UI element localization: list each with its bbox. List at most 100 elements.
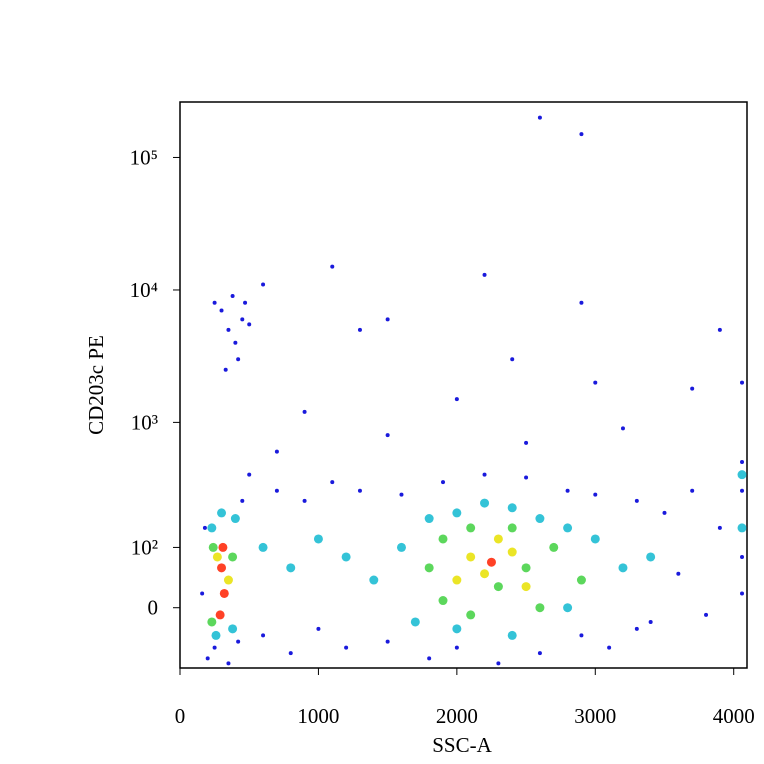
point	[302, 409, 307, 414]
point	[330, 264, 335, 269]
point	[466, 610, 476, 620]
point	[466, 552, 476, 562]
point	[212, 552, 222, 562]
point	[740, 554, 745, 559]
point	[230, 294, 235, 299]
point	[521, 563, 531, 573]
point	[452, 624, 462, 634]
point	[662, 510, 667, 515]
point	[208, 542, 218, 552]
point	[226, 661, 231, 666]
point	[648, 619, 653, 624]
point	[243, 300, 248, 305]
point	[205, 656, 210, 661]
point	[507, 630, 517, 640]
point	[480, 569, 490, 579]
y-tick-label: 10⁵	[130, 145, 158, 169]
point	[676, 571, 681, 576]
point	[521, 582, 531, 592]
point	[427, 656, 432, 661]
point	[228, 552, 238, 562]
point	[274, 449, 279, 454]
x-axis-label: SSC-A	[432, 733, 492, 757]
point	[740, 459, 745, 464]
point	[288, 651, 293, 656]
point	[330, 480, 335, 485]
point	[316, 626, 321, 631]
point	[524, 440, 529, 445]
point	[454, 397, 459, 402]
point	[424, 563, 434, 573]
point	[230, 514, 240, 524]
point	[690, 488, 695, 493]
point	[247, 322, 252, 327]
point	[740, 591, 745, 596]
point	[737, 523, 747, 533]
y-tick-label: 10²	[131, 535, 158, 559]
point	[607, 645, 612, 650]
point	[228, 624, 238, 634]
point	[466, 523, 476, 533]
point	[236, 357, 241, 362]
point	[452, 575, 462, 585]
point	[247, 472, 252, 477]
plot-frame	[179, 101, 748, 669]
point	[357, 327, 362, 332]
point	[704, 612, 709, 617]
point	[535, 514, 545, 524]
y-tick-label: 10³	[131, 410, 158, 434]
point	[438, 596, 448, 606]
point	[286, 563, 296, 573]
point	[496, 661, 501, 666]
point	[218, 542, 228, 552]
point	[258, 542, 268, 552]
point	[261, 282, 266, 287]
y-tick-label: 10⁴	[130, 278, 158, 302]
point	[620, 426, 625, 431]
x-tick-label: 0	[175, 704, 186, 728]
point	[452, 508, 462, 518]
point	[313, 534, 323, 544]
point	[507, 523, 517, 533]
x-tick-label: 2000	[436, 704, 478, 728]
point	[737, 470, 747, 480]
point	[507, 547, 517, 557]
point	[590, 534, 600, 544]
point	[240, 317, 245, 322]
point	[579, 300, 584, 305]
y-tick-label: 0	[148, 596, 159, 620]
point	[369, 575, 379, 585]
point	[565, 488, 570, 493]
point	[223, 367, 228, 372]
point	[634, 626, 639, 631]
point	[219, 308, 224, 313]
point	[236, 639, 241, 644]
point	[486, 557, 496, 567]
point	[563, 603, 573, 613]
point	[593, 492, 598, 497]
point	[217, 508, 227, 518]
point	[717, 525, 722, 530]
point	[740, 380, 745, 385]
point	[211, 630, 221, 640]
point	[302, 498, 307, 503]
point	[341, 552, 351, 562]
point	[634, 498, 639, 503]
point	[482, 472, 487, 477]
point	[202, 525, 207, 530]
point	[524, 475, 529, 480]
point	[212, 645, 217, 650]
point	[537, 651, 542, 656]
point	[441, 480, 446, 485]
point	[219, 588, 229, 598]
point	[215, 610, 225, 620]
x-tick-label: 1000	[297, 704, 339, 728]
point	[240, 498, 245, 503]
point	[549, 542, 559, 552]
point	[537, 115, 542, 120]
point	[454, 645, 459, 650]
point	[717, 327, 722, 332]
point	[424, 514, 434, 524]
point	[357, 488, 362, 493]
